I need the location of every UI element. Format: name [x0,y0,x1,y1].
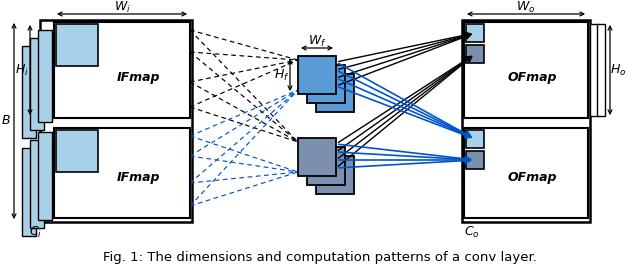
Bar [464,22,588,118]
Bar [22,46,36,138]
Bar [462,20,590,222]
Bar [298,138,336,176]
Bar [597,24,605,116]
Text: OFmap: OFmap [508,171,557,184]
Text: $H_f$: $H_f$ [274,68,290,83]
Bar [466,151,484,169]
Bar [316,74,354,112]
Text: IFmap: IFmap [116,71,160,84]
Text: $H_i$: $H_i$ [15,62,29,77]
Bar [307,147,345,185]
Text: IFmap: IFmap [116,171,160,184]
Bar [40,20,192,222]
Bar [54,128,190,218]
Bar [590,24,598,116]
Bar [30,140,44,228]
Bar [307,65,345,103]
Text: $H_o$: $H_o$ [610,62,626,77]
Bar [464,128,588,218]
Text: $W_o$: $W_o$ [516,0,536,15]
Bar [38,30,52,122]
Text: OFmap: OFmap [508,71,557,84]
Bar [466,45,484,63]
Bar [54,22,190,118]
Bar [316,156,354,194]
Bar [22,148,36,236]
Bar [298,56,336,94]
Text: $W_i$: $W_i$ [114,0,131,15]
Text: $C_o$: $C_o$ [464,224,480,239]
Bar [30,38,44,130]
Text: $W_f$: $W_f$ [308,33,326,49]
Bar [56,24,98,66]
Bar [38,132,52,220]
Text: Fig. 1: The dimensions and computation patterns of a conv layer.: Fig. 1: The dimensions and computation p… [103,251,537,265]
Bar [466,130,484,148]
Text: $C_i$: $C_i$ [29,224,42,239]
Text: $B$: $B$ [1,114,11,127]
Bar [56,130,98,172]
Bar [466,24,484,42]
